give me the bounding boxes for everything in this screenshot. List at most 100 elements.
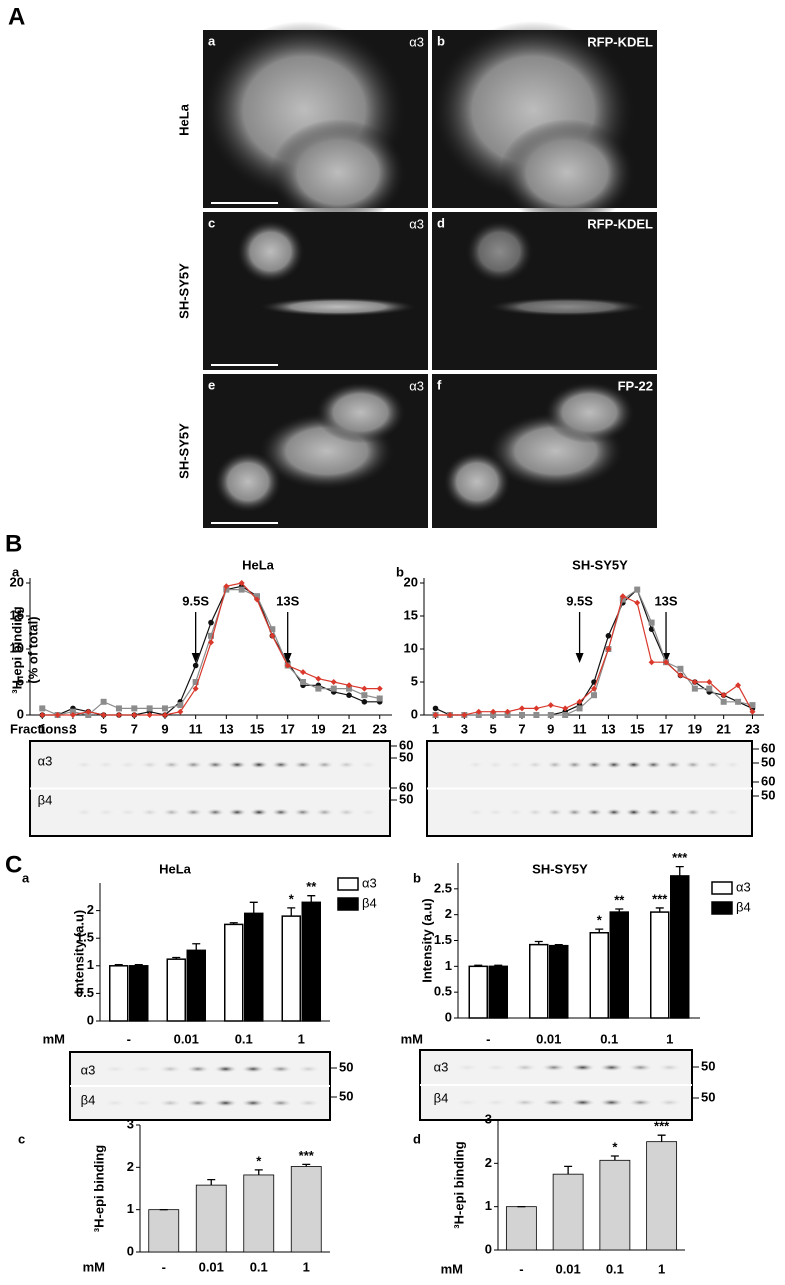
annotation: 9.5S bbox=[182, 593, 209, 608]
data-point bbox=[192, 662, 199, 669]
blot-band bbox=[161, 760, 182, 769]
panel-letter: d bbox=[413, 1131, 421, 1146]
annotation: 13S bbox=[654, 593, 677, 608]
channel-label: RFP-KDEL bbox=[587, 34, 653, 49]
y-tick-label: 0 bbox=[87, 1012, 94, 1027]
data-point bbox=[69, 712, 76, 718]
data-point bbox=[161, 712, 168, 718]
arrow-head bbox=[283, 653, 292, 663]
y-tick-label: 10 bbox=[404, 640, 418, 655]
blot-band bbox=[213, 1065, 238, 1073]
data-point bbox=[85, 708, 92, 715]
x-tick-label: 11 bbox=[189, 721, 203, 736]
data-point bbox=[591, 692, 597, 699]
significance: *** bbox=[652, 891, 668, 906]
data-point bbox=[100, 712, 107, 718]
y-tick-label: 2 bbox=[127, 1159, 134, 1174]
chart-title: SH-SY5Y bbox=[532, 861, 588, 876]
x-tick-label: 0.01 bbox=[174, 1031, 199, 1046]
cell-signal bbox=[236, 219, 305, 284]
chart-title: HeLa bbox=[159, 861, 192, 876]
bar bbox=[589, 932, 609, 1019]
blot-band bbox=[102, 1099, 128, 1107]
panel-letter: b bbox=[396, 564, 404, 579]
x-axis-label: mM bbox=[401, 1031, 423, 1046]
blot-band bbox=[723, 808, 742, 817]
data-point bbox=[300, 679, 307, 685]
y-axis-label: ³H-epi binding bbox=[9, 606, 24, 693]
data-point bbox=[223, 583, 230, 590]
x-tick-label: - bbox=[162, 1259, 166, 1274]
x-tick-label: 0.1 bbox=[606, 1261, 624, 1276]
y-tick-label: 20 bbox=[404, 574, 418, 589]
blot-band bbox=[139, 760, 160, 769]
blot-band bbox=[454, 1098, 481, 1107]
blot-band bbox=[486, 808, 505, 817]
blot-band bbox=[358, 760, 379, 769]
x-tick-label: 0.1 bbox=[250, 1259, 268, 1274]
y-tick-label: 2 bbox=[485, 1155, 492, 1170]
blot-band bbox=[157, 1099, 183, 1107]
blot-band bbox=[644, 808, 663, 817]
mw-marker: 60 bbox=[399, 779, 413, 794]
annotation: 13S bbox=[276, 593, 299, 608]
data-point bbox=[735, 698, 742, 705]
blot-band bbox=[268, 1065, 294, 1073]
blot-band bbox=[130, 1065, 156, 1073]
data-point bbox=[85, 712, 92, 718]
mw-marker: 50 bbox=[761, 787, 775, 802]
cell-signal bbox=[214, 451, 282, 513]
data-point bbox=[490, 712, 497, 718]
blot-band bbox=[644, 760, 663, 769]
legend-swatch bbox=[711, 881, 733, 895]
data-point bbox=[361, 685, 368, 692]
significance: *** bbox=[672, 850, 688, 865]
data-point bbox=[720, 692, 727, 699]
blot-band bbox=[240, 1099, 266, 1107]
data-point bbox=[346, 692, 352, 698]
significance: ** bbox=[614, 892, 625, 907]
bar bbox=[243, 1174, 275, 1253]
data-point bbox=[361, 692, 368, 699]
blot-band bbox=[605, 808, 623, 817]
y-tick-label: 15 bbox=[404, 607, 418, 622]
bar bbox=[195, 1184, 227, 1253]
mw-marker: 50 bbox=[399, 791, 413, 806]
bar bbox=[552, 1173, 584, 1251]
data-point bbox=[115, 712, 122, 718]
y-tick-label: 0 bbox=[445, 1009, 452, 1024]
data-point bbox=[284, 662, 291, 669]
blot-band bbox=[183, 808, 204, 817]
x-tick-label: 0.1 bbox=[235, 1031, 253, 1046]
bar bbox=[609, 911, 629, 1019]
significance: *** bbox=[299, 1148, 315, 1163]
data-point bbox=[346, 682, 353, 689]
bar bbox=[529, 943, 549, 1019]
error-bar bbox=[554, 943, 563, 946]
panel-letter: a bbox=[22, 870, 30, 885]
blot-band bbox=[656, 1063, 683, 1072]
data-point bbox=[223, 586, 230, 593]
blot-band bbox=[358, 808, 379, 817]
data-point bbox=[177, 708, 184, 715]
error-bar bbox=[655, 907, 664, 913]
data-point bbox=[475, 708, 482, 715]
data-point bbox=[677, 665, 684, 672]
y-tick-label: 10 bbox=[10, 640, 24, 655]
channel-label: α3 bbox=[409, 216, 424, 231]
data-point bbox=[720, 698, 727, 705]
bar bbox=[290, 1166, 322, 1253]
data-point bbox=[131, 712, 138, 718]
blot-band bbox=[703, 808, 722, 817]
data-point bbox=[518, 712, 525, 718]
micrograph bbox=[203, 212, 428, 370]
y-tick-label: 1.5 bbox=[76, 930, 94, 945]
data-point bbox=[192, 679, 199, 685]
data-point bbox=[69, 708, 76, 715]
bar bbox=[186, 949, 206, 1022]
data-point bbox=[115, 705, 122, 712]
error-bar bbox=[114, 964, 123, 966]
error-bar bbox=[249, 901, 258, 914]
channel-label: α3 bbox=[409, 378, 424, 393]
blot-row-label: β4 bbox=[81, 1092, 96, 1107]
